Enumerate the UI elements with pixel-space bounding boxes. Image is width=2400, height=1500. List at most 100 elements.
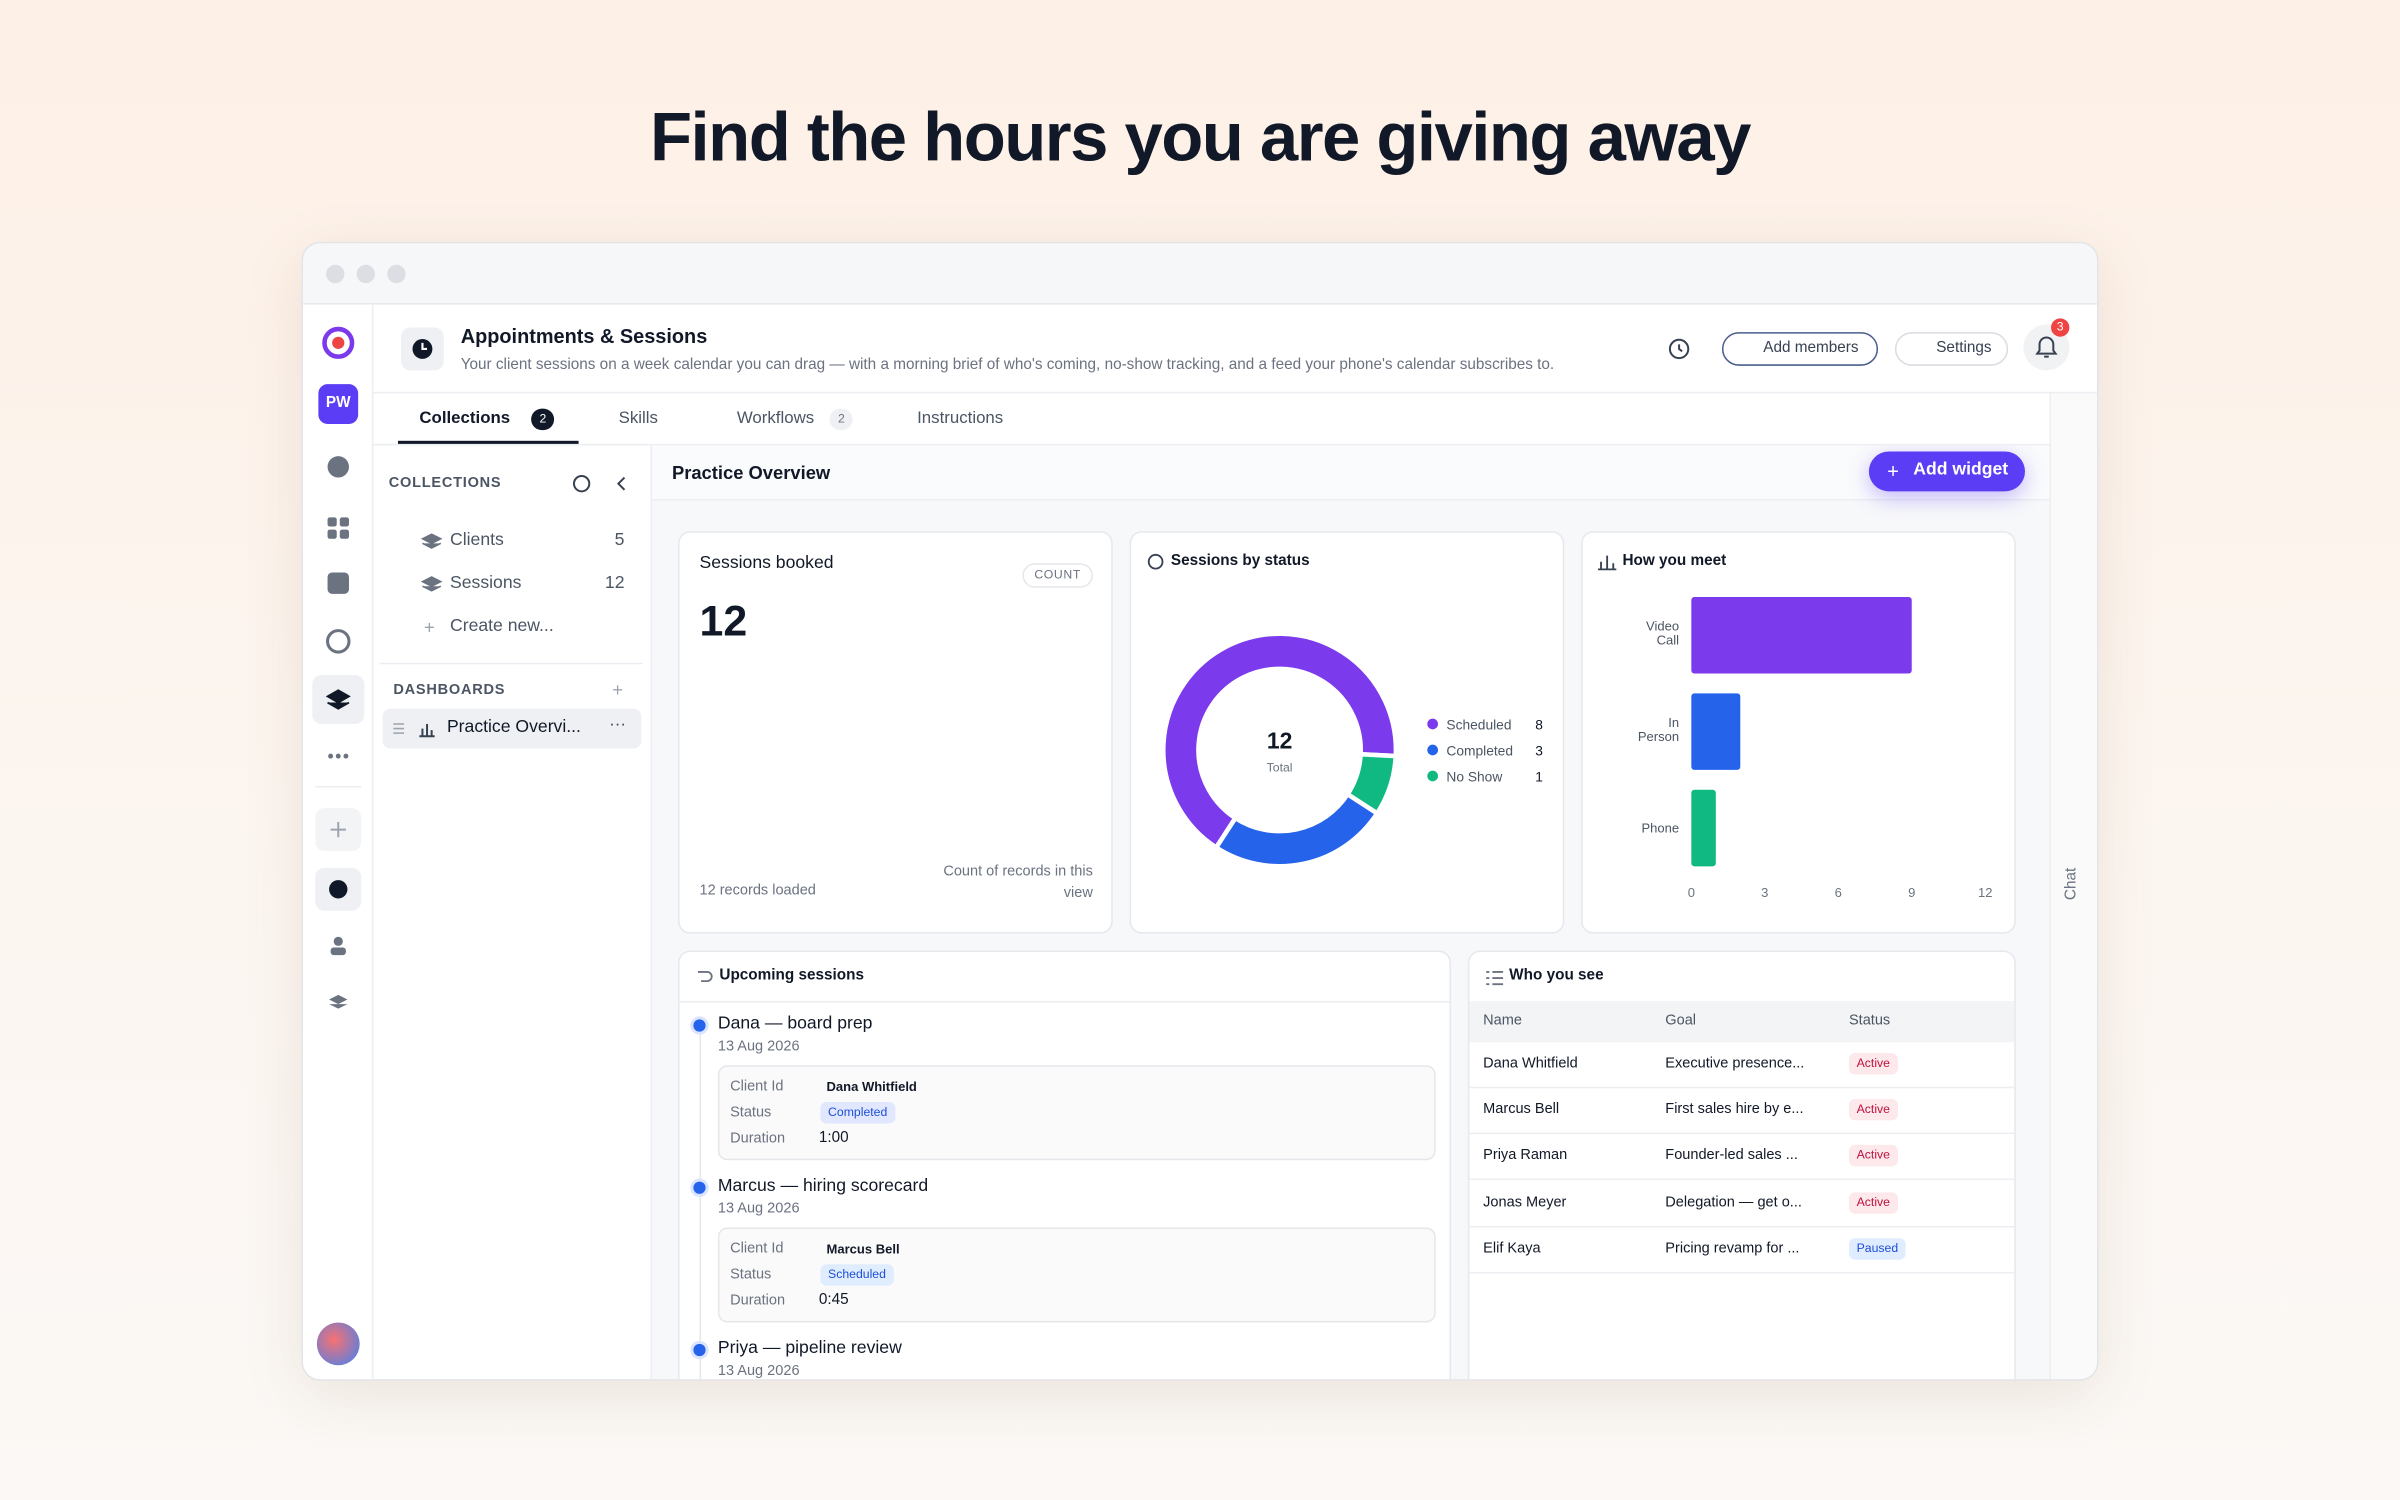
legend-value: 3 (1535, 743, 1543, 758)
field-label: Client Id (730, 1078, 784, 1095)
field-value: Dana Whitfield (826, 1078, 917, 1095)
history-icon[interactable] (1667, 337, 1691, 361)
tab-bar: Collections 2 Skills Workflows 2 Instructions (373, 393, 2050, 446)
column-header: Status (1848, 1012, 1891, 1030)
more-icon: ··· (609, 715, 627, 734)
settings-button[interactable]: Settings (1894, 332, 2009, 366)
legend-label: Completed (1446, 743, 1513, 758)
dashboard-name: Practice Overvi... (446, 718, 581, 737)
bar (1691, 693, 1741, 770)
pie-icon (1147, 553, 1164, 570)
y-tick-label: Phone (1641, 821, 1679, 836)
status-pill: Completed (820, 1102, 895, 1124)
timeline-dot (693, 1019, 706, 1032)
session-details: Client Id Dana Whitfield Status Completed Du… (717, 1065, 1436, 1161)
tab-underline (397, 440, 579, 444)
card-icon (1486, 971, 1504, 986)
icon-rail: PW (303, 304, 374, 1380)
y-tick-label: Video Call (1646, 619, 1679, 648)
field-label: Duration (730, 1292, 786, 1310)
table-header (1469, 1001, 2015, 1043)
table-cell: Founder-led sales ... (1665, 1147, 1798, 1165)
section-heading: COLLECTIONS (388, 474, 502, 492)
tab-count: 2 (829, 408, 853, 431)
donut-slice (1160, 631, 1399, 851)
donut-chart: Scheduled 8 Completed 3 No Show 1 12 Total (1160, 631, 1543, 869)
notifications-button[interactable]: 3 (2023, 318, 2070, 371)
headline: Find the hours you are giving away (650, 97, 1751, 177)
donut-total-label: Total (1267, 760, 1293, 774)
field-label: Duration (730, 1130, 786, 1147)
drag-icon (393, 723, 405, 734)
sidebar: COLLECTIONS Clients 5 Sessions 12 + Create new… (373, 445, 653, 1380)
create-new[interactable]: Create new... (449, 616, 554, 636)
collection-icon (420, 533, 443, 549)
tab[interactable]: Instructions (917, 409, 1004, 428)
table-cell: Priya Raman (1483, 1147, 1568, 1165)
route-icon (697, 971, 713, 983)
collection-name[interactable]: Clients (449, 531, 504, 550)
dashboard-title: Practice Overview (671, 461, 831, 484)
legend-label: No Show (1446, 769, 1502, 784)
status-pill: Paused (1848, 1237, 1906, 1260)
card-footer: 12 records loaded (699, 882, 816, 899)
status-pill: Active (1848, 1099, 1898, 1121)
tab[interactable]: Skills (618, 409, 658, 428)
table-cell: Elif Kaya (1483, 1239, 1541, 1257)
donut-total: 12 (1267, 727, 1293, 753)
dashboard: Practice Overview + Add widget Sessions boo… (652, 445, 2050, 1380)
workspace-avatar[interactable]: PW (318, 384, 359, 424)
chat-strip[interactable]: Chat (2049, 393, 2097, 1380)
x-tick-label: 0 (1688, 885, 1695, 900)
list-icon (1486, 971, 1504, 986)
table-cell: First sales hire by e... (1665, 1101, 1804, 1119)
card: How you meet 0 3 6 9 12 Video Call In Person Phone (1581, 531, 2016, 934)
card-title: How you meet (1622, 552, 1727, 570)
timeline-dot (693, 1343, 706, 1357)
session-date: 13 Aug 2026 (717, 1038, 800, 1056)
row-divider (1469, 1271, 2015, 1274)
card: Sessions booked COUNT 12 12 records loaded C… (678, 531, 1113, 934)
status-pill: Active (1848, 1053, 1898, 1075)
app-title: Appointments & Sessions (460, 324, 708, 348)
collection-count: 5 (614, 531, 625, 550)
row-divider (1469, 1179, 2015, 1181)
plus-icon: + (612, 679, 623, 701)
title-bar (303, 243, 2097, 305)
window-dot (356, 264, 375, 284)
card-title: Sessions by status (1170, 552, 1310, 570)
field-label: Status (730, 1104, 772, 1121)
dashboard-item[interactable]: Practice Overvi... ··· (382, 708, 642, 749)
notification-badge: 3 (2051, 318, 2070, 337)
dashboard-header (652, 445, 2050, 501)
table-cell: Delegation — get o... (1665, 1193, 1802, 1211)
legend-swatch (1427, 718, 1439, 730)
card-icon (697, 971, 713, 983)
collection-count: 12 (604, 574, 625, 593)
button-label: Add members (1763, 339, 1859, 357)
status-pill: Scheduled (820, 1264, 894, 1286)
legend-value: 8 (1535, 717, 1543, 732)
user-avatar[interactable] (316, 1322, 360, 1366)
sidebar-tools (572, 475, 626, 493)
window-dot (387, 264, 406, 284)
section-heading: DASHBOARDS (393, 681, 506, 699)
field-value: 0:45 (818, 1291, 849, 1309)
card-icon (1597, 555, 1617, 571)
session-date: 13 Aug 2026 (717, 1200, 800, 1218)
app-description: Your client sessions on a week calendar … (460, 356, 1555, 374)
donut-slice (1213, 791, 1381, 869)
row-divider (1469, 1225, 2015, 1227)
add-widget-button[interactable]: + Add widget (1868, 451, 2025, 492)
tab[interactable]: Collections (419, 409, 511, 428)
collection-name[interactable]: Sessions (449, 574, 522, 593)
bar (1691, 596, 1912, 674)
tab[interactable]: Workflows (736, 409, 815, 428)
button-label: Settings (1936, 339, 1992, 357)
table-cell: Jonas Meyer (1483, 1193, 1567, 1211)
timeline-dot (693, 1181, 706, 1194)
add-members-button[interactable]: Add members (1721, 332, 1879, 366)
field-value: 1:00 (818, 1129, 849, 1147)
